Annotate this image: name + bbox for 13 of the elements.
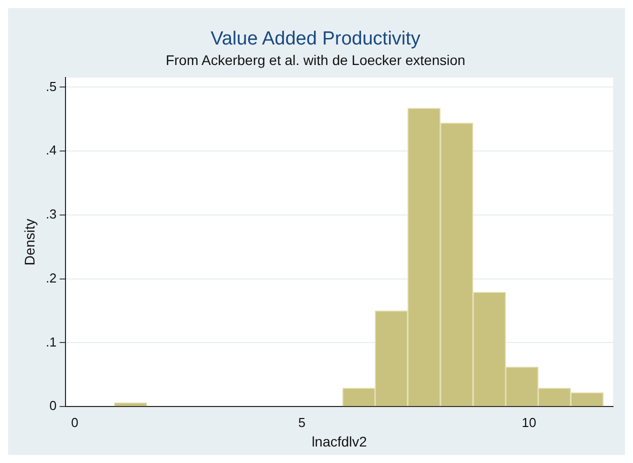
y-tick-label: .4: [46, 142, 57, 158]
y-tick-label: .5: [46, 78, 57, 94]
y-axis-title: Density: [21, 218, 38, 266]
x-tick-label: 10: [522, 414, 536, 430]
x-tick-label: 0: [71, 414, 78, 430]
x-axis-title: lnacfdlv2: [312, 433, 368, 450]
y-tick-label: .1: [46, 334, 57, 350]
chart-title: Value Added Productivity: [210, 28, 421, 50]
y-tick-label: 0: [49, 398, 57, 414]
y-tick-label: .3: [46, 206, 57, 222]
y-tick-label: .2: [46, 270, 57, 286]
x-tick-label: 5: [298, 414, 306, 430]
chart-subtitle: From Ackerberg et al. with de Loecker extension: [166, 52, 466, 68]
